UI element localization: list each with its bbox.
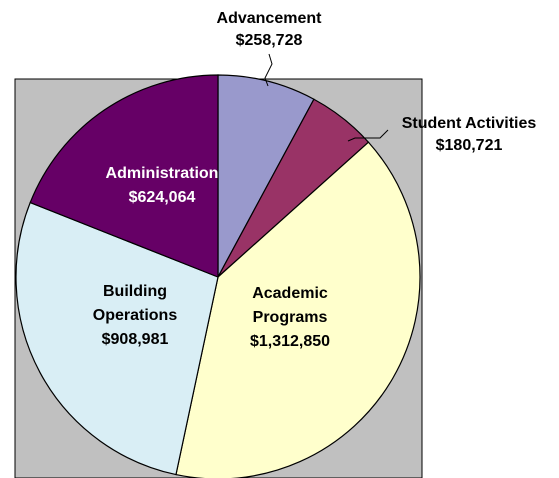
pie-slice-advancement — [217, 74, 315, 278]
slice-value-student-activities: $180,721 — [436, 137, 503, 154]
slice-name-student-activities: Student Activities — [402, 115, 537, 132]
slice-label-building-operations: Building Operations $908,981 — [93, 283, 178, 348]
slice-value-administration: $624,064 — [129, 189, 196, 206]
slice-value-advancement: $258,728 — [236, 32, 303, 49]
slice-label-administration: Administration $624,064 — [106, 165, 219, 206]
pie-slice-building-operations — [15, 201, 219, 476]
pie-slice-academic-programs — [175, 141, 421, 478]
slice-name-administration: Administration — [106, 165, 219, 182]
slice-name-building-operations: Building — [103, 283, 167, 300]
slice-label-advancement: Advancement $258,728 — [217, 10, 323, 49]
slice-name-academic-programs: Programs — [253, 309, 328, 326]
slice-name-building-operations: Operations — [93, 307, 178, 324]
pie-slice-administration — [29, 74, 219, 278]
slice-name-academic-programs: Academic — [252, 285, 328, 302]
slice-name-advancement: Advancement — [217, 10, 323, 27]
slice-labels: Advancement $258,728 Student Activities $18… — [93, 10, 537, 350]
pie-slices — [15, 74, 421, 478]
leader-line-student-activities — [347, 129, 389, 142]
slice-value-building-operations: $908,981 — [102, 331, 169, 348]
slice-value-academic-programs: $1,312,850 — [250, 333, 330, 350]
leader-lines — [264, 53, 389, 142]
slice-label-student-activities: Student Activities $180,721 — [402, 115, 537, 154]
slice-label-academic-programs: Academic Programs $1,312,850 — [250, 285, 330, 350]
leader-line-advancement — [264, 53, 273, 87]
